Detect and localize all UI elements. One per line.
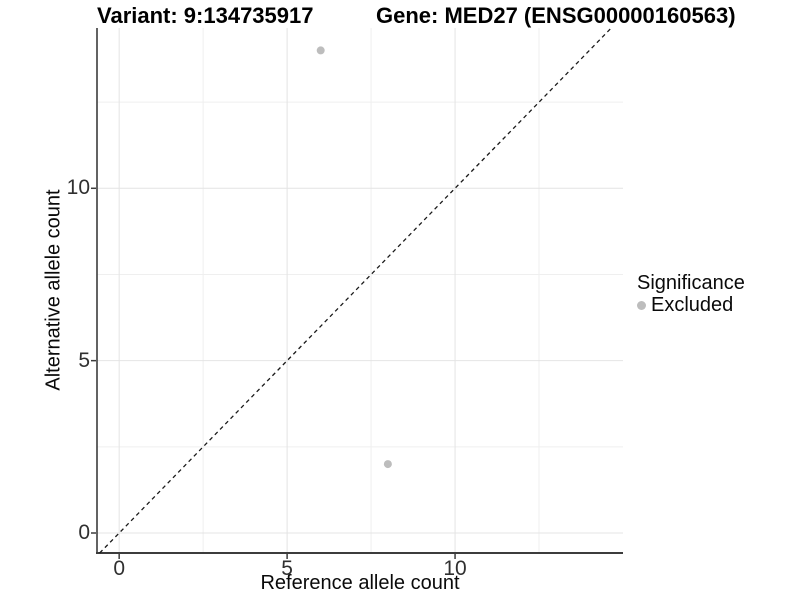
plot-title-gene: Gene: MED27 (ENSG00000160563) (376, 3, 736, 28)
legend-item-label: Excluded (651, 294, 734, 316)
data-point (316, 46, 325, 55)
y-tick-label: 5 (78, 348, 90, 372)
x-tick-label: 10 (443, 557, 467, 580)
y-tick-label: 0 (78, 521, 90, 544)
identity-dashed-line (99, 27, 612, 554)
y-tick-label: 10 (66, 176, 90, 200)
x-axis-title: Reference allele count (260, 572, 460, 594)
x-tick-label: 0 (113, 557, 125, 580)
data-point (383, 460, 392, 469)
legend: Significance Excluded (637, 272, 745, 316)
plot-title-variant: Variant: 9:134735917 (97, 3, 314, 28)
legend-point-icon (637, 300, 646, 310)
legend-item-excluded: Excluded (637, 294, 745, 316)
legend-title: Significance (637, 272, 745, 294)
x-tick-label: 5 (281, 557, 293, 580)
